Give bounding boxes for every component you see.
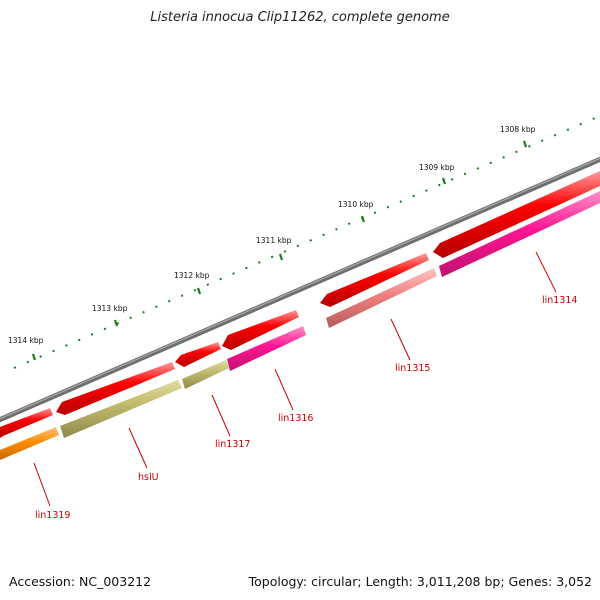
kbp-label: 1308 kbp [500,125,536,134]
kbp-label: 1310 kbp [338,200,374,209]
minor-ticks [13,114,600,369]
gene-label[interactable]: lin1319 [35,510,70,521]
forward-gene[interactable] [433,171,600,258]
major-ticks [31,140,528,361]
gene-label[interactable]: lin1317 [215,439,250,450]
kbp-label: 1311 kbp [256,236,292,245]
forward-gene[interactable] [56,362,175,415]
forward-strand [0,171,600,438]
gene-label[interactable]: lin1314 [542,295,577,306]
gene-lin1314[interactable] [439,191,600,277]
gene-label[interactable]: lin1316 [278,413,313,424]
forward-gene[interactable] [320,253,429,307]
gene-labels: lin1314 lin1315 lin1316 lin1317 hslU lin… [35,295,577,521]
kbp-label: 1312 kbp [174,271,210,280]
kbp-labels: 1314 kbp 1313 kbp 1312 kbp 1311 kbp 1310… [8,125,536,345]
genome-backbone [0,156,600,423]
map-title: Listeria innocua Clip11262, complete gen… [150,10,450,25]
reverse-strand [0,191,600,460]
gene-hslU[interactable] [60,380,182,438]
gene-lin1319[interactable] [0,427,59,460]
kbp-label: 1309 kbp [419,163,455,172]
accession-text: Accession: NC_003212 [9,574,152,589]
gene-lin1316[interactable] [227,326,306,371]
forward-gene[interactable] [222,310,299,350]
genome-summary-text: Topology: circular; Length: 3,011,208 bp… [248,574,592,589]
forward-gene[interactable] [0,408,53,438]
gene-lin1317[interactable] [182,360,229,389]
forward-gene[interactable] [175,342,221,367]
gene-label[interactable]: lin1315 [395,363,430,374]
tick-track [13,114,600,369]
gene-label[interactable]: hslU [138,472,159,483]
kbp-label: 1314 kbp [8,336,44,345]
kbp-label: 1313 kbp [92,304,128,313]
leader-lines [33,251,557,507]
gene-lin1315[interactable] [326,268,437,328]
